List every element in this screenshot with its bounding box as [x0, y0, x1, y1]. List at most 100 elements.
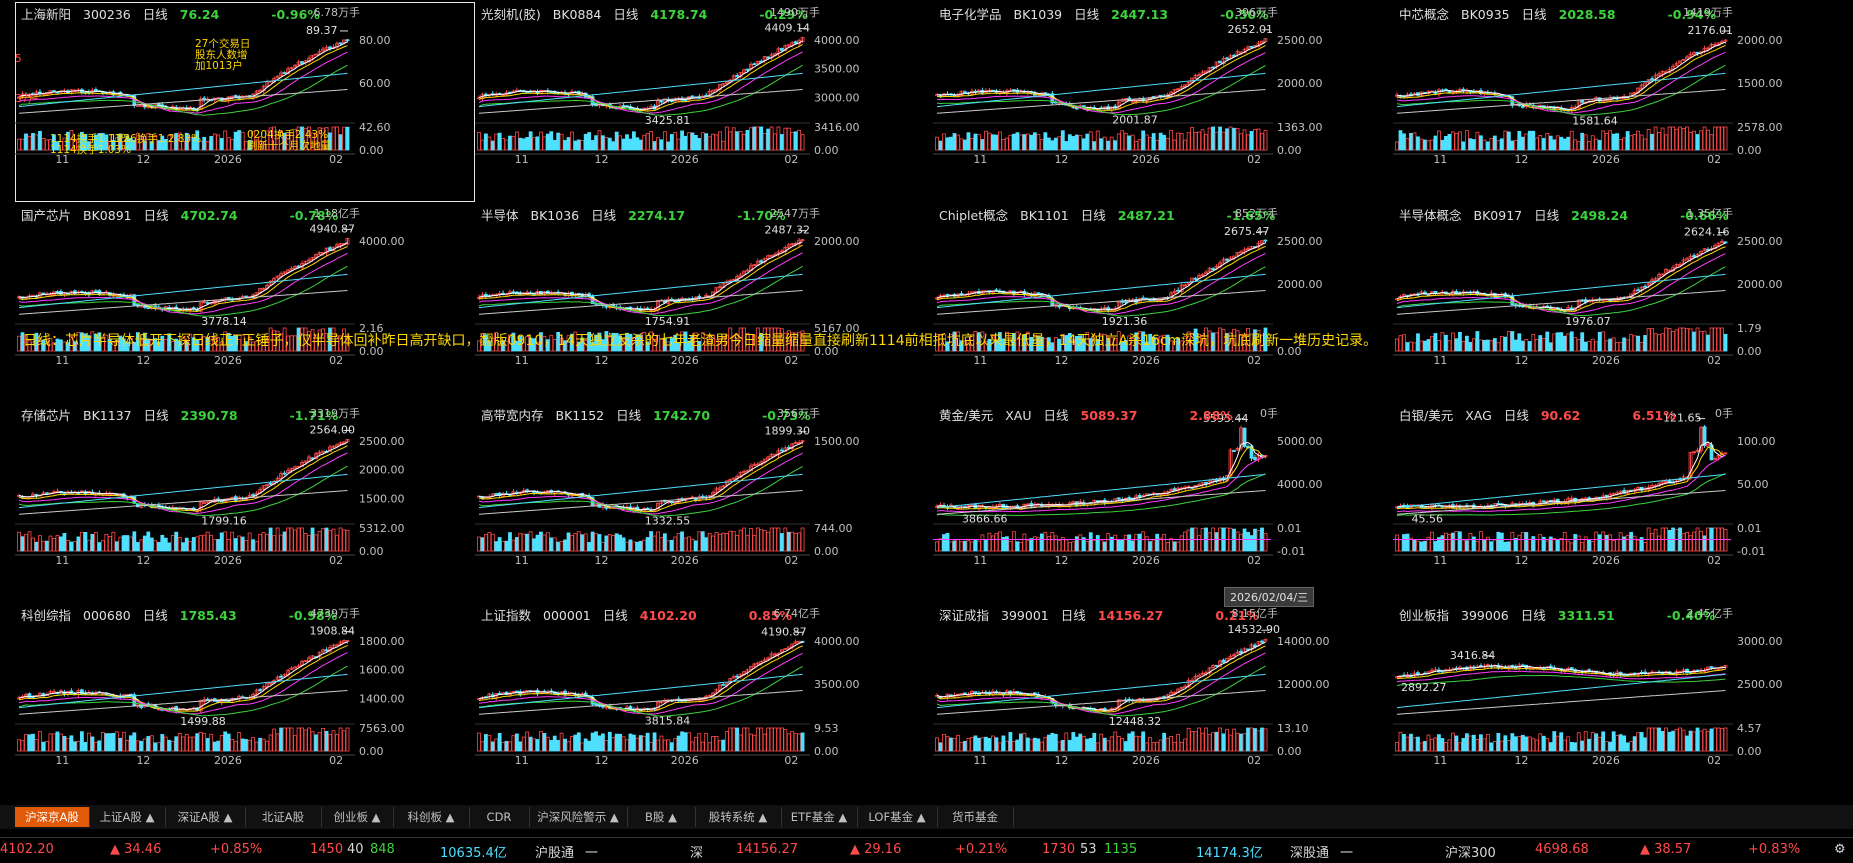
- volume-bar: [1490, 341, 1493, 351]
- volume-bar: [1556, 540, 1559, 551]
- volume-bar: [974, 134, 977, 150]
- panel-stock-code: BK1137: [83, 408, 132, 423]
- volume-bar: [1696, 728, 1699, 751]
- volume-bar: [536, 137, 539, 150]
- y-axis-tick-label: 2000.00: [359, 464, 405, 477]
- volume-bar: [1093, 142, 1096, 150]
- volume-bar: [670, 134, 673, 150]
- volume-bar: [1420, 542, 1423, 551]
- moving-average-line: [1397, 447, 1726, 509]
- volume-bar: [1563, 139, 1566, 150]
- volume-bar: [1689, 731, 1692, 751]
- volume-bar: [1675, 729, 1678, 751]
- volume-bar: [722, 141, 725, 150]
- volume-bar: [1493, 540, 1496, 551]
- panel-volume-label: 0手: [1260, 405, 1278, 421]
- volume-bar: [1658, 132, 1661, 150]
- volume-bar: [591, 140, 594, 150]
- low-price-label: 1332.55: [645, 515, 691, 528]
- volume-bar: [161, 734, 164, 751]
- volume-bar: [168, 740, 171, 751]
- candle-body: [252, 495, 255, 496]
- volume-bar: [791, 532, 794, 551]
- volume-bar: [598, 736, 601, 751]
- volume-bar: [632, 542, 635, 551]
- volume-bar: [1465, 336, 1468, 351]
- volume-bar: [266, 741, 269, 751]
- volume-bar: [59, 537, 62, 551]
- volume-bar: [505, 140, 508, 150]
- panel-period: 日线: [1534, 208, 1559, 223]
- volume-bar: [38, 131, 41, 150]
- x-axis-tick-label: 11: [515, 554, 529, 567]
- y-axis-tick-label: 3000.00: [814, 91, 860, 104]
- volume-bar: [220, 138, 223, 150]
- volume-bar: [1462, 540, 1465, 551]
- volume-bar: [1486, 734, 1489, 751]
- volume-bar: [1658, 335, 1661, 351]
- volume-bar: [87, 540, 90, 551]
- volume-bar: [1647, 728, 1650, 751]
- volume-bar: [560, 134, 563, 150]
- candle-body: [1250, 46, 1253, 47]
- volume-bar: [1591, 339, 1594, 351]
- volume-bar: [294, 736, 297, 751]
- moving-average-line: [937, 642, 1266, 710]
- volume-bar: [988, 738, 991, 751]
- volume-bar: [1173, 542, 1176, 551]
- volume-bar: [1434, 334, 1437, 351]
- volume-bar: [1644, 335, 1647, 351]
- volume-bar: [1086, 739, 1089, 751]
- volume-bar: [936, 137, 939, 150]
- volume-bar: [1396, 339, 1399, 351]
- volume-bar: [1539, 734, 1542, 751]
- volume-bar: [529, 132, 532, 150]
- volume-bar: [743, 528, 746, 551]
- volume-bar: [1672, 731, 1675, 751]
- volume-bar: [1166, 542, 1169, 551]
- y-axis-tick-label: 5000.00: [1277, 435, 1323, 448]
- candle-body: [1212, 269, 1215, 270]
- volume-bar: [1616, 343, 1619, 351]
- volume-bar: [536, 740, 539, 751]
- panel-period: 日线: [1061, 608, 1086, 623]
- volume-bar: [1714, 127, 1717, 150]
- volume-bar: [1152, 743, 1155, 751]
- volume-bar: [667, 142, 670, 150]
- volume-bar: [946, 736, 949, 751]
- candle-body: [1693, 256, 1696, 257]
- volume-bar: [1633, 536, 1636, 551]
- volume-bar: [684, 733, 687, 751]
- panel-price: 14156.27: [1098, 608, 1164, 623]
- volume-bar: [220, 735, 223, 751]
- candle-body: [767, 57, 770, 58]
- volume-bar: [269, 528, 272, 551]
- volume-bar: [1065, 141, 1068, 150]
- volume-bar: [1416, 334, 1419, 351]
- volume-bar: [515, 132, 518, 150]
- volume-bar: [949, 137, 952, 150]
- volume-bar: [1135, 142, 1138, 150]
- y-axis-tick-label: 3500.00: [814, 678, 860, 691]
- volume-bar: [977, 738, 980, 751]
- volume-bar: [1724, 334, 1727, 351]
- volume-bar: [1110, 737, 1113, 751]
